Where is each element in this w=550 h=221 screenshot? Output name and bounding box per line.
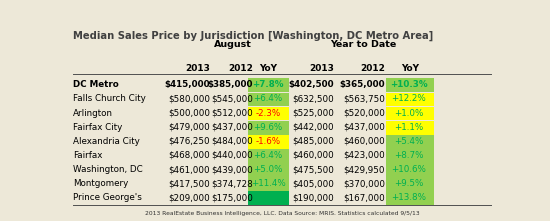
Bar (386, 177, 434, 191)
Bar (386, 163, 434, 177)
Text: $460,000: $460,000 (292, 151, 334, 160)
Bar (248, 78, 289, 92)
Text: +11.4%: +11.4% (251, 179, 285, 188)
Bar (248, 107, 289, 120)
Text: $439,000: $439,000 (211, 165, 253, 174)
Text: +8.7%: +8.7% (394, 151, 424, 160)
Text: $520,000: $520,000 (343, 109, 385, 118)
Text: Median Sales Price by Jurisdiction [Washington, DC Metro Area]: Median Sales Price by Jurisdiction [Wash… (73, 31, 433, 41)
Text: Washington, DC: Washington, DC (73, 165, 143, 174)
Text: $437,000: $437,000 (211, 123, 253, 132)
Text: $632,500: $632,500 (292, 94, 334, 103)
Bar (248, 93, 289, 106)
Text: +5.0%: +5.0% (254, 165, 283, 174)
Bar (248, 149, 289, 163)
Text: Fairfax: Fairfax (73, 151, 102, 160)
Bar (386, 121, 434, 135)
Text: $402,500: $402,500 (288, 80, 334, 89)
Bar (248, 191, 289, 205)
Text: Prince George's: Prince George's (73, 193, 142, 202)
Text: YoY: YoY (259, 64, 277, 73)
Bar (248, 177, 289, 191)
Text: $479,000: $479,000 (168, 123, 210, 132)
Text: $485,000: $485,000 (292, 137, 334, 146)
Text: $475,500: $475,500 (292, 165, 334, 174)
Text: Year to Date: Year to Date (330, 40, 396, 50)
Bar (248, 121, 289, 135)
Text: $545,000: $545,000 (211, 94, 253, 103)
Text: $500,000: $500,000 (168, 109, 210, 118)
Text: +9.5%: +9.5% (394, 179, 424, 188)
Text: 2013 RealEstate Business Intelligence, LLC. Data Source: MRIS. Statistics calcul: 2013 RealEstate Business Intelligence, L… (145, 211, 419, 217)
Text: Montgomery: Montgomery (73, 179, 128, 188)
Text: -2.3%: -2.3% (256, 109, 281, 118)
Text: Alexandria City: Alexandria City (73, 137, 140, 146)
Text: $580,000: $580,000 (168, 94, 210, 103)
Bar (386, 78, 434, 92)
Text: $175,000: $175,000 (211, 193, 253, 202)
Text: Falls Church City: Falls Church City (73, 94, 146, 103)
Text: -1.6%: -1.6% (256, 137, 281, 146)
Text: $423,000: $423,000 (343, 151, 385, 160)
Text: $365,000: $365,000 (339, 80, 385, 89)
Text: +6.4%: +6.4% (254, 94, 283, 103)
Text: YoY: YoY (401, 64, 419, 73)
Text: 2012: 2012 (360, 64, 385, 73)
Text: +10.3%: +10.3% (390, 80, 428, 89)
Text: $429,950: $429,950 (344, 165, 385, 174)
Text: $209,000: $209,000 (168, 193, 210, 202)
Text: $385,000: $385,000 (207, 80, 253, 89)
Text: +6.4%: +6.4% (254, 151, 283, 160)
Text: $370,000: $370,000 (343, 179, 385, 188)
Text: +5.4%: +5.4% (394, 137, 424, 146)
Text: $468,000: $468,000 (168, 151, 210, 160)
Bar (248, 135, 289, 149)
Text: Fairfax City: Fairfax City (73, 123, 122, 132)
Text: Arlington: Arlington (73, 109, 113, 118)
Bar (386, 107, 434, 120)
Text: +10.6%: +10.6% (392, 165, 426, 174)
Text: $167,000: $167,000 (343, 193, 385, 202)
Text: $512,000: $512,000 (211, 109, 253, 118)
Text: $525,000: $525,000 (292, 109, 334, 118)
Text: $442,000: $442,000 (292, 123, 334, 132)
Text: $190,000: $190,000 (292, 193, 334, 202)
Text: 2013: 2013 (185, 64, 210, 73)
Text: +1.1%: +1.1% (394, 123, 424, 132)
Text: +13.8%: +13.8% (392, 193, 426, 202)
Text: $405,000: $405,000 (292, 179, 334, 188)
Text: $563,750: $563,750 (343, 94, 385, 103)
Bar (386, 149, 434, 163)
Bar (386, 93, 434, 106)
Text: +19.4%: +19.4% (251, 193, 285, 202)
Bar (248, 163, 289, 177)
Text: $417,500: $417,500 (168, 179, 210, 188)
Text: $460,000: $460,000 (343, 137, 385, 146)
Text: +9.6%: +9.6% (254, 123, 283, 132)
Text: +1.0%: +1.0% (394, 109, 424, 118)
Text: $437,000: $437,000 (343, 123, 385, 132)
Bar (386, 135, 434, 149)
Text: August: August (214, 40, 252, 50)
Text: +12.2%: +12.2% (392, 94, 426, 103)
Text: $484,000: $484,000 (211, 137, 253, 146)
Bar (386, 191, 434, 205)
Text: $461,000: $461,000 (169, 165, 210, 174)
Text: DC Metro: DC Metro (73, 80, 119, 89)
Text: $440,000: $440,000 (211, 151, 253, 160)
Text: $476,250: $476,250 (169, 137, 210, 146)
Text: $374,728: $374,728 (211, 179, 253, 188)
Text: 2012: 2012 (228, 64, 253, 73)
Text: +7.8%: +7.8% (252, 80, 284, 89)
Text: $415,000: $415,000 (164, 80, 210, 89)
Text: 2013: 2013 (309, 64, 334, 73)
